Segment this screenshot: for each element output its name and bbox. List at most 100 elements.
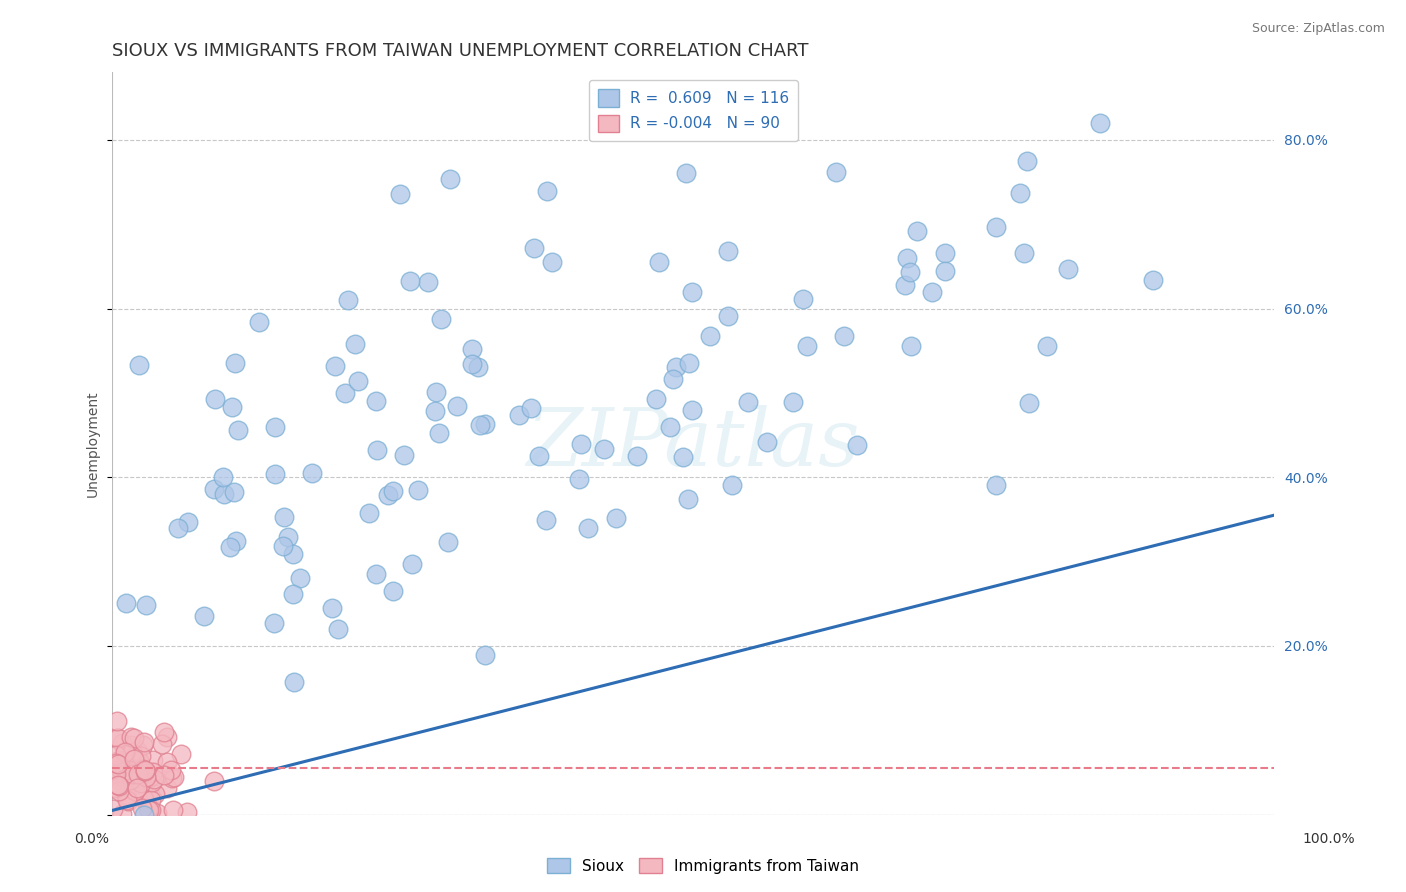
Point xyxy=(283,587,305,601)
Point xyxy=(108,757,131,772)
Point xyxy=(136,766,159,780)
Point xyxy=(225,533,247,548)
Point xyxy=(141,793,163,807)
Point xyxy=(893,277,915,292)
Point xyxy=(103,764,125,779)
Point xyxy=(134,791,156,805)
Point xyxy=(333,386,356,401)
Point xyxy=(699,329,721,343)
Point xyxy=(264,420,287,434)
Point xyxy=(271,539,294,553)
Point xyxy=(121,745,143,759)
Point xyxy=(364,394,387,409)
Point xyxy=(401,557,423,571)
Point xyxy=(118,774,141,789)
Point xyxy=(143,788,166,802)
Point xyxy=(131,776,153,790)
Point xyxy=(1142,273,1164,287)
Point xyxy=(132,762,155,776)
Point xyxy=(460,357,482,371)
Point xyxy=(527,449,550,463)
Point xyxy=(321,601,343,615)
Point xyxy=(418,275,440,289)
Legend: Sioux, Immigrants from Taiwan: Sioux, Immigrants from Taiwan xyxy=(541,852,865,880)
Point xyxy=(681,403,703,417)
Point xyxy=(114,745,136,759)
Point xyxy=(1057,261,1080,276)
Point xyxy=(672,450,695,465)
Point xyxy=(107,731,129,745)
Point xyxy=(392,448,415,462)
Point xyxy=(678,356,700,370)
Point xyxy=(406,483,429,497)
Point xyxy=(523,241,546,255)
Point xyxy=(105,731,128,746)
Point xyxy=(792,292,814,306)
Point xyxy=(782,395,804,409)
Point xyxy=(105,764,128,778)
Point xyxy=(247,315,270,329)
Point xyxy=(128,358,150,372)
Point xyxy=(115,789,138,803)
Point xyxy=(110,769,132,783)
Point xyxy=(138,804,160,818)
Point xyxy=(105,764,128,778)
Point xyxy=(366,443,388,458)
Point xyxy=(136,787,159,801)
Point xyxy=(399,274,422,288)
Point xyxy=(436,535,458,549)
Point xyxy=(934,246,956,260)
Point xyxy=(156,780,179,795)
Point xyxy=(283,675,305,690)
Point xyxy=(204,392,226,407)
Point xyxy=(129,749,152,764)
Point xyxy=(986,219,1008,234)
Point xyxy=(290,570,312,584)
Point xyxy=(934,264,956,278)
Point xyxy=(737,394,759,409)
Point xyxy=(647,254,669,268)
Point xyxy=(122,752,145,766)
Point xyxy=(717,309,740,323)
Point xyxy=(1018,395,1040,409)
Point xyxy=(898,265,921,279)
Point xyxy=(107,763,129,777)
Point xyxy=(212,469,235,483)
Point xyxy=(541,254,564,268)
Point xyxy=(832,329,855,343)
Point xyxy=(681,285,703,300)
Point xyxy=(139,803,162,817)
Point xyxy=(122,731,145,745)
Point xyxy=(425,385,447,400)
Point xyxy=(425,404,447,418)
Point xyxy=(626,450,648,464)
Point xyxy=(467,359,489,374)
Point xyxy=(135,796,157,810)
Point xyxy=(138,804,160,818)
Point xyxy=(142,764,165,779)
Point xyxy=(138,802,160,816)
Point xyxy=(159,763,181,777)
Point xyxy=(439,171,461,186)
Point xyxy=(117,795,139,809)
Point xyxy=(163,770,186,784)
Point xyxy=(468,417,491,432)
Text: 100.0%: 100.0% xyxy=(1302,832,1355,846)
Point xyxy=(107,756,129,771)
Point xyxy=(508,408,530,422)
Point xyxy=(1036,338,1059,352)
Point xyxy=(105,747,128,762)
Point xyxy=(1008,186,1031,200)
Point xyxy=(675,166,697,180)
Point xyxy=(264,467,287,482)
Point xyxy=(124,772,146,787)
Point xyxy=(176,805,198,819)
Point xyxy=(111,764,134,779)
Point xyxy=(160,772,183,786)
Point xyxy=(104,777,127,791)
Point xyxy=(661,372,683,386)
Point xyxy=(111,807,134,822)
Point xyxy=(446,399,468,413)
Point xyxy=(111,736,134,750)
Point xyxy=(301,466,323,480)
